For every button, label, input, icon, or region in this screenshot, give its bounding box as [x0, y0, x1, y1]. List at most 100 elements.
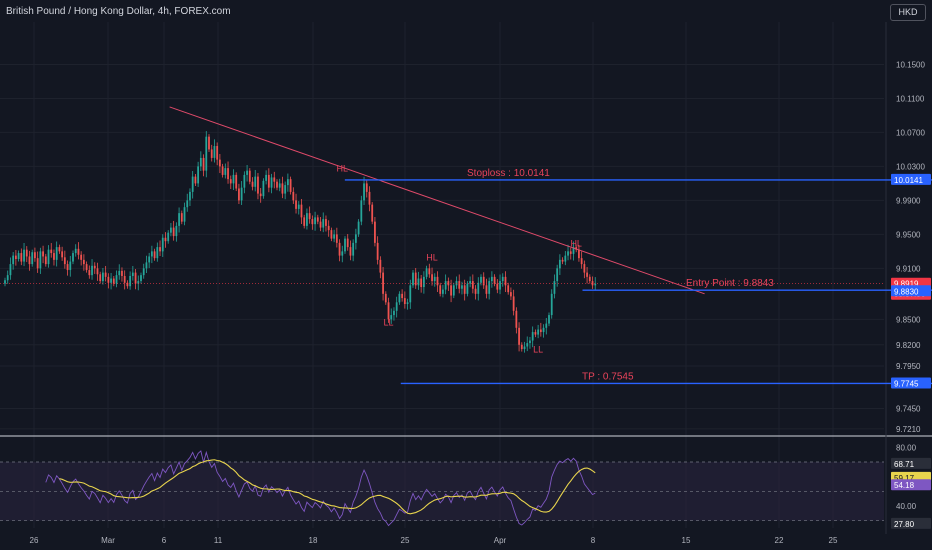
candle-body	[374, 221, 376, 243]
candle-body	[515, 310, 518, 328]
candle-body	[74, 248, 77, 254]
candle-body	[580, 258, 583, 265]
candle-body	[316, 217, 319, 222]
candle-body	[189, 191, 191, 201]
candle-body	[499, 281, 501, 290]
candle-body	[191, 176, 194, 192]
candle-body	[175, 225, 178, 237]
candle-body	[112, 278, 115, 284]
candle-body	[496, 283, 499, 290]
candle-body	[458, 281, 461, 289]
candle-body	[371, 204, 374, 222]
candle-body	[501, 276, 504, 282]
candle-body	[284, 185, 287, 194]
candle-body	[490, 276, 493, 282]
candle-body	[243, 174, 246, 188]
candle-body	[548, 315, 550, 324]
candle-body	[161, 237, 164, 252]
swing-annotation: LL	[384, 317, 394, 327]
candle-body	[102, 272, 104, 282]
candle-body	[482, 276, 485, 286]
candle-body	[591, 281, 594, 286]
candle-body	[420, 278, 423, 288]
candle-body	[556, 268, 559, 282]
candle-body	[178, 213, 180, 226]
price-label-bg	[891, 173, 931, 185]
candle-body	[82, 259, 85, 265]
candle-body	[477, 282, 480, 294]
candle-body	[42, 251, 44, 257]
candle-body	[376, 242, 379, 260]
candle-body	[131, 272, 134, 276]
candle-body	[493, 276, 496, 284]
candle-body	[208, 136, 210, 150]
candle-body	[153, 251, 156, 259]
candle-body	[409, 285, 412, 303]
candle-body	[159, 247, 161, 252]
candle-body	[406, 302, 409, 305]
candle-body	[447, 281, 450, 286]
candle-body	[537, 329, 540, 335]
candle-body	[213, 146, 216, 158]
candle-body	[471, 281, 474, 289]
candle-body	[121, 270, 123, 276]
candle-body	[238, 188, 240, 201]
swing-annotation: HL	[426, 253, 438, 263]
candle-body	[330, 230, 333, 239]
candle-body	[512, 296, 515, 311]
candle-body	[292, 191, 295, 201]
candle-body	[183, 207, 186, 222]
candle-body	[47, 249, 50, 265]
candle-body	[368, 191, 371, 205]
y-tick-label: 9.7950	[896, 362, 921, 371]
candle-body	[278, 183, 281, 188]
candle-body	[205, 136, 208, 171]
candle-body	[110, 278, 112, 283]
candle-body	[276, 181, 278, 188]
candle-body	[569, 251, 572, 254]
candle-body	[518, 327, 520, 345]
candle-body	[412, 272, 414, 286]
candle-body	[588, 276, 591, 282]
candle-body	[344, 238, 346, 252]
candle-body	[96, 268, 99, 275]
candle-body	[137, 281, 140, 284]
candle-body	[379, 259, 382, 273]
candle-body	[259, 193, 262, 197]
candle-body	[91, 265, 93, 276]
candle-body	[466, 283, 469, 294]
rsi-band-fill	[0, 462, 884, 521]
currency-button[interactable]: HKD	[890, 4, 926, 21]
candle-body	[17, 253, 20, 260]
candle-body	[428, 268, 431, 275]
chart-title: British Pound / Hong Kong Dollar, 4h, FO…	[6, 6, 231, 17]
candle-body	[227, 168, 229, 180]
candle-body	[134, 272, 137, 284]
candle-body	[254, 176, 257, 187]
candle-body	[164, 237, 167, 242]
x-tick-label: 26	[30, 536, 39, 545]
candle-body	[390, 315, 393, 320]
y-tick-label: 9.9500	[896, 230, 921, 239]
swing-annotation: HL	[570, 238, 582, 248]
rsi-tick-label: 40.00	[896, 502, 917, 511]
candle-body	[267, 174, 270, 188]
candle-body	[534, 332, 537, 335]
candle-body	[469, 281, 472, 284]
rsi-value-label-text: 27.80	[894, 520, 915, 529]
candle-body	[417, 278, 420, 286]
candle-body	[463, 285, 466, 294]
candle-body	[349, 247, 352, 256]
candle-body	[414, 272, 417, 286]
candle-body	[529, 340, 531, 344]
rsi-value-label-bg	[891, 457, 931, 469]
candle-body	[354, 234, 357, 243]
candle-body	[4, 280, 6, 284]
candle-body	[335, 234, 338, 243]
trendline	[169, 106, 705, 295]
x-tick-label: 15	[682, 536, 691, 545]
candle-body	[572, 247, 575, 254]
candle-body	[333, 234, 336, 239]
y-tick-label: 9.7210	[896, 425, 921, 434]
